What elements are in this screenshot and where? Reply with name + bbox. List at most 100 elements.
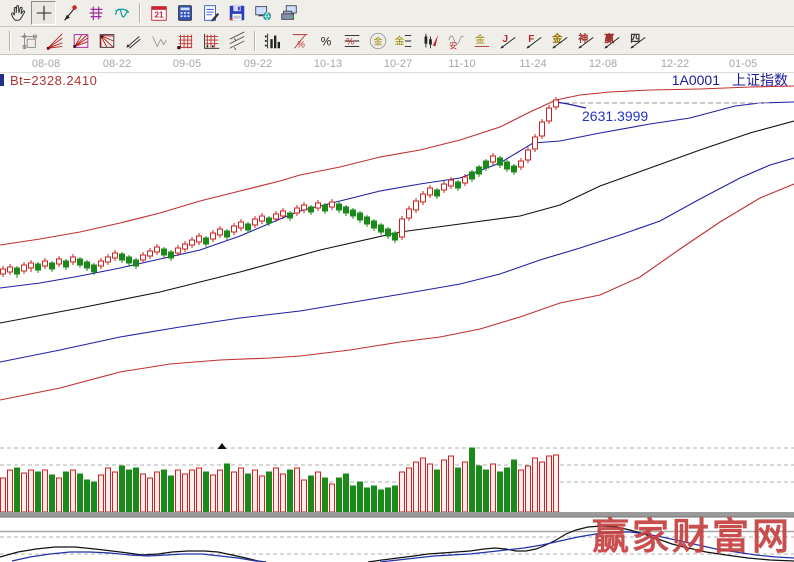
volume-bar — [35, 471, 41, 513]
candle-body — [448, 179, 454, 187]
brush-candle-tool-icon — [424, 33, 438, 48]
peak-tail-segment — [555, 101, 587, 109]
volume-bar — [112, 471, 118, 513]
svg-text:金: 金 — [475, 32, 485, 45]
gold-diagonal-tool-button[interactable]: 金 — [547, 29, 572, 53]
chart-canvas[interactable] — [0, 72, 794, 562]
zigzag-tool-icon — [151, 35, 167, 48]
svg-text:安: 安 — [449, 40, 457, 50]
save-tool-button[interactable] — [224, 1, 249, 25]
export-tool-icon — [254, 6, 271, 21]
indicator-marker — [0, 74, 4, 86]
volume-bar — [0, 477, 6, 513]
candle-body — [462, 176, 468, 184]
volume-bar — [238, 467, 244, 513]
ying-line-tool-button[interactable]: 赢 — [599, 29, 624, 53]
gold-line-tool-button[interactable]: 金 — [469, 29, 494, 53]
volume-profile-tool-button[interactable] — [261, 29, 286, 53]
j-line-tool-button[interactable]: J — [495, 29, 520, 53]
volume-bar — [308, 475, 314, 513]
svg-text:%: % — [320, 34, 331, 48]
print-tool-button[interactable] — [276, 1, 301, 25]
band-line-lower-blue — [0, 157, 794, 363]
candle-body — [21, 264, 27, 272]
candle-body — [273, 213, 279, 220]
svg-text:金: 金 — [551, 31, 563, 44]
candle-body — [364, 216, 370, 225]
percent-retracement-tool-button[interactable]: % — [287, 29, 312, 53]
date-axis: 08-08 08-22 09-05 09-22 10-13 10-27 11-10 11-24… — [0, 56, 794, 73]
wave-tool-button[interactable]: 安 — [443, 29, 468, 53]
grid-axis-tool-button[interactable] — [198, 29, 223, 53]
gold-section-tool-button[interactable]: 金 — [391, 29, 416, 53]
candle-body — [322, 204, 328, 212]
svg-text:金: 金 — [394, 34, 404, 47]
volume-bar — [154, 471, 160, 513]
trend-line-tool-button[interactable] — [120, 29, 145, 53]
svg-text:%: % — [296, 39, 304, 49]
volume-bar — [49, 474, 55, 513]
volume-bar — [210, 474, 216, 513]
candle-body — [161, 248, 167, 256]
slow-line — [11, 551, 267, 562]
gann-box-tool-button[interactable] — [68, 29, 93, 53]
band-line-mid-blue — [0, 101, 794, 289]
volume-bar — [497, 471, 503, 513]
date-tick-label: 09-05 — [172, 58, 202, 70]
clipboard-net-tool-button[interactable] — [83, 1, 108, 25]
date-tick-label: 01-05 — [728, 58, 758, 70]
candle-body — [112, 252, 118, 259]
candle-body — [287, 212, 293, 219]
zigzag-tool-button[interactable] — [146, 29, 171, 53]
volume-bar — [413, 461, 419, 513]
candle-body — [133, 259, 139, 267]
calendar-tool-button[interactable]: 21 — [146, 1, 171, 25]
candle-body — [35, 263, 41, 271]
notes-tool-button[interactable] — [198, 1, 223, 25]
percent-tool-button[interactable]: % — [313, 29, 338, 53]
gold-circle-tool-button[interactable]: 金 — [365, 29, 390, 53]
crosshair-tool-icon — [36, 5, 51, 21]
volume-bar — [371, 485, 377, 513]
si-line-tool-button[interactable]: 四 — [625, 29, 650, 53]
volume-bar — [280, 473, 286, 513]
grid-tool-button[interactable] — [172, 29, 197, 53]
erase-line-tool-button[interactable] — [57, 1, 82, 25]
hand-tool-button[interactable] — [5, 1, 30, 25]
volume-bar — [392, 485, 398, 513]
gann-fan-tool-button[interactable] — [42, 29, 67, 53]
svg-text:四: 四 — [630, 32, 640, 44]
axis-adjust-tool-button[interactable] — [16, 29, 41, 53]
candle-body — [476, 166, 482, 175]
parallel-channel-tool-button[interactable] — [224, 29, 249, 53]
percent-lines-tool-button[interactable]: % — [339, 29, 364, 53]
link-net-tool-button[interactable] — [109, 1, 134, 25]
svg-text:J: J — [502, 33, 508, 44]
candle-body — [238, 221, 244, 229]
candle-body — [98, 260, 104, 267]
volume-bar — [406, 467, 412, 513]
pane-separator — [0, 512, 794, 517]
candle-body — [427, 187, 433, 196]
volume-bar — [287, 469, 293, 513]
f-line-tool-button[interactable]: F — [521, 29, 546, 53]
calculator-tool-icon — [177, 5, 192, 21]
speed-resistance-tool-button[interactable] — [94, 29, 119, 53]
volume-bar — [357, 481, 363, 513]
shen-line-tool-button[interactable]: 神 — [573, 29, 598, 53]
brush-candle-tool-button[interactable] — [417, 29, 442, 53]
volume-bar — [56, 477, 62, 513]
volume-bar — [378, 489, 384, 513]
volume-bar — [448, 455, 454, 513]
percent-retracement-tool-icon: % — [292, 33, 307, 49]
candle-body — [490, 155, 496, 163]
calculator-tool-button[interactable] — [172, 1, 197, 25]
gann-box-tool-icon — [72, 33, 88, 48]
export-tool-button[interactable] — [250, 1, 275, 25]
volume-bar — [504, 467, 510, 513]
crosshair-tool-button[interactable] — [31, 1, 56, 25]
volume-bar — [126, 469, 132, 513]
volume-bar — [476, 465, 482, 513]
candle-body — [357, 212, 363, 221]
volume-bar — [119, 465, 125, 513]
